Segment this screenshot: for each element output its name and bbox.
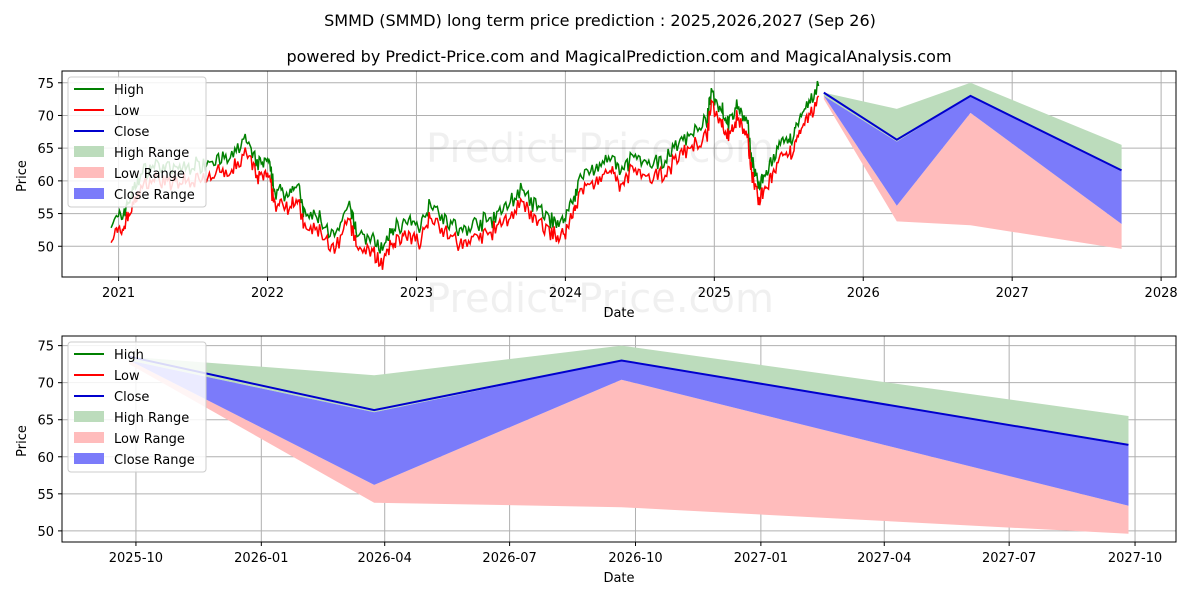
bottom-legend-low-range-swatch	[74, 432, 104, 443]
top-legend-close-label: Close	[114, 125, 149, 140]
top-x-axis-label: Date	[603, 306, 634, 321]
bottom-plot-frame	[61, 335, 1177, 543]
bottom-legend-high-label: High	[114, 348, 144, 363]
top-y-tick-label: 50	[37, 240, 54, 255]
top-history-high-line	[110, 80, 820, 254]
bottom-legend-high-range-swatch	[74, 411, 104, 422]
bottom-legend-low-range-label: Low Range	[114, 432, 185, 447]
bottom-close-range-area	[129, 360, 1129, 506]
top-legend-close-range-label: Close Range	[114, 188, 195, 203]
top-legend-high-label: High	[114, 83, 144, 98]
bottom-x-tick-label: 2026-04	[358, 551, 412, 566]
bottom-x-axis-label: Date	[603, 571, 634, 586]
bottom-y-tick-label: 60	[37, 451, 54, 466]
top-x-tick-label: 2022	[251, 286, 284, 301]
top-x-tick-label: 2026	[847, 286, 880, 301]
top-series	[110, 80, 1123, 270]
bottom-series	[129, 345, 1129, 534]
top-plot-frame	[61, 70, 1177, 278]
chart-subtitle: powered by Predict-Price.com and Magical…	[286, 47, 951, 66]
bottom-panel: Predict-Price.com 2025-102026-012026-042…	[15, 335, 1177, 586]
top-legend-high-range-swatch	[74, 146, 104, 157]
bottom-x-tick-label: 2026-07	[482, 551, 536, 566]
bottom-low-range-area	[129, 360, 1129, 534]
top-x-tick-label: 2027	[996, 286, 1029, 301]
top-x-tick-label: 2023	[400, 286, 433, 301]
top-close-range-area	[823, 95, 1122, 225]
bottom-legend-close-range-swatch	[74, 453, 104, 464]
bottom-legend-low-label: Low	[114, 369, 140, 384]
bottom-x-tick-label: 2026-01	[234, 551, 288, 566]
top-panel: Predict-Price.com Predict-Price.com 2021…	[15, 70, 1178, 322]
bottom-y-tick-label: 50	[37, 525, 54, 540]
bottom-y-axis-label: Price	[15, 425, 30, 457]
top-y-tick-label: 70	[37, 109, 54, 124]
top-y-axis-label: Price	[15, 160, 30, 192]
bottom-legend-high-range-label: High Range	[114, 411, 189, 426]
bottom-legend-close-range-label: Close Range	[114, 453, 195, 468]
top-legend-high-range-label: High Range	[114, 146, 189, 161]
top-x-tick-label: 2021	[102, 286, 135, 301]
top-legend-low-label: Low	[114, 104, 140, 119]
top-forecast-close-line	[823, 91, 1123, 172]
bottom-y-tick-label: 65	[37, 414, 54, 429]
top-y-tick-label: 75	[37, 77, 54, 92]
bottom-ticks: 2025-10 2026-01 2026-04 2026-07 2026-10 2027-…	[37, 340, 1162, 566]
top-low-range-area	[823, 95, 1122, 249]
top-legend-close-range-swatch	[74, 188, 104, 199]
bottom-legend: High Low Close High Range Low Range Clos…	[67, 341, 207, 473]
bottom-y-tick-label: 70	[37, 377, 54, 392]
bottom-x-tick-label: 2025-10	[109, 551, 163, 566]
top-legend-low-range-label: Low Range	[114, 167, 185, 182]
bottom-x-tick-label: 2027-01	[734, 551, 788, 566]
chart-title: SMMD (SMMD) long term price prediction :…	[324, 11, 876, 30]
top-legend: High Low Close High Range Low Range Clos…	[67, 76, 207, 208]
top-x-tick-label: 2028	[1145, 286, 1178, 301]
top-ticks: 2021 2022 2023 2024 2025 2026 2027 2028 50 55 60 65…	[37, 77, 1177, 301]
bottom-x-tick-label: 2027-10	[1108, 551, 1162, 566]
top-x-tick-label: 2025	[698, 286, 731, 301]
top-x-tick-label: 2024	[549, 286, 582, 301]
bottom-legend-close-label: Close	[114, 390, 149, 405]
top-history-low-line	[110, 95, 820, 270]
bottom-x-tick-label: 2026-10	[608, 551, 662, 566]
top-legend-low-range-swatch	[74, 167, 104, 178]
top-y-tick-label: 65	[37, 142, 54, 157]
top-watermark-lower: Predict-Price.com	[426, 276, 774, 322]
top-high-range-area	[823, 82, 1122, 172]
bottom-high-range-area	[129, 345, 1129, 446]
bottom-forecast-close-line	[129, 355, 1129, 446]
top-y-tick-label: 55	[37, 208, 54, 223]
bottom-x-tick-label: 2027-04	[857, 551, 911, 566]
top-y-tick-label: 60	[37, 175, 54, 190]
bottom-y-tick-label: 75	[37, 340, 54, 355]
bottom-x-tick-label: 2027-07	[982, 551, 1036, 566]
bottom-y-tick-label: 55	[37, 488, 54, 503]
